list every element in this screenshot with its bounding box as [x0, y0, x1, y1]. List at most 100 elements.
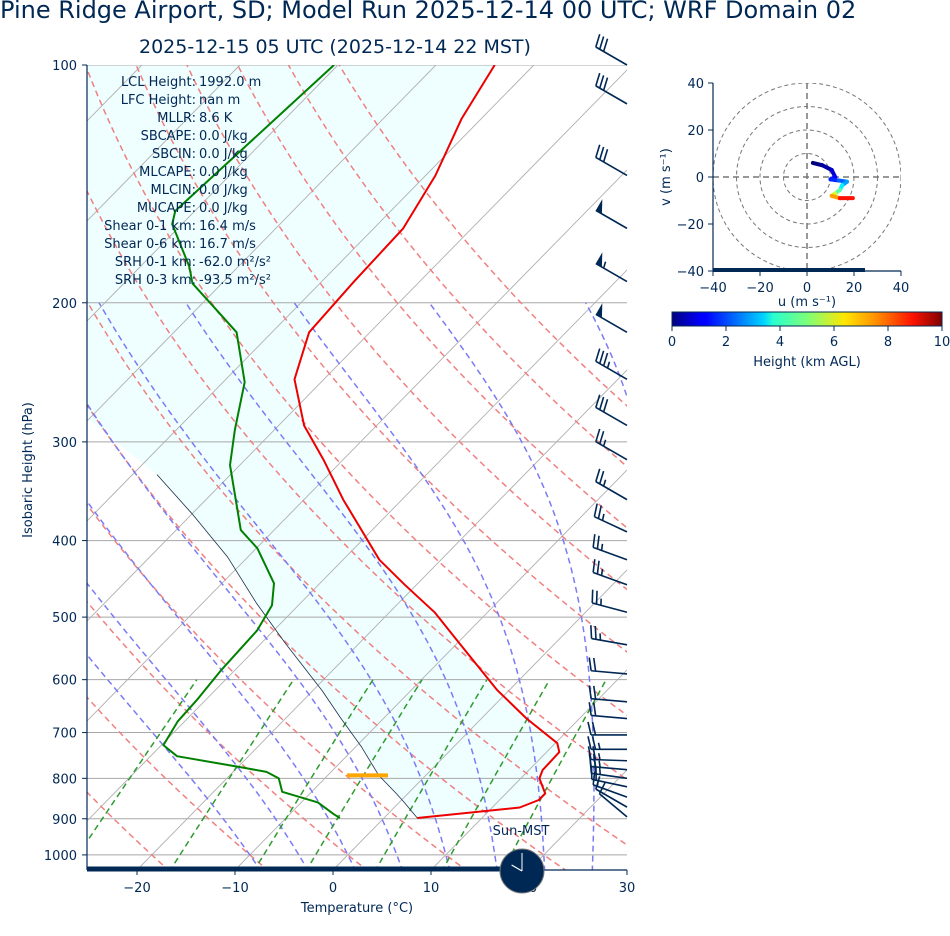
barb-full: [598, 396, 605, 410]
dry-adiabat-line: [87, 503, 468, 870]
hodograph-x-tick-label: −20: [746, 281, 773, 296]
colorbar-label: Height (km AGL): [753, 355, 861, 370]
barb-full: [592, 534, 596, 548]
wind-barb: [592, 534, 628, 561]
barb-full: [592, 559, 596, 573]
isotherm-line: [87, 65, 339, 322]
barb-full: [592, 685, 597, 700]
wind-barb: [595, 303, 628, 334]
barb-staff: [592, 571, 628, 586]
isotherm-line: [87, 65, 437, 422]
moist-adiabat-line: [87, 582, 309, 870]
barb-staff: [595, 406, 628, 427]
dewpoint-line: [162, 65, 341, 819]
barb-full: [592, 657, 597, 672]
barb-staff: [592, 602, 628, 614]
dry-adiabat-line: [87, 696, 269, 870]
wind-barb: [598, 781, 628, 818]
isotherm-line: [87, 65, 535, 522]
barb-flag: [595, 303, 603, 318]
barb-flag: [595, 252, 603, 268]
barb-full: [602, 398, 609, 413]
hodograph-plot: [713, 83, 901, 271]
wind-barb: [595, 72, 628, 105]
wind-barb: [591, 589, 628, 614]
barb-full: [598, 781, 607, 795]
hodograph-y-tick-label: −40: [677, 265, 704, 280]
stat-value: 0.0 J/kg: [199, 129, 248, 144]
dry-adiabat-line: [87, 403, 567, 870]
hodograph-x-label: u (m s⁻¹): [778, 295, 836, 310]
barb-full: [588, 685, 592, 699]
stat-value: 0.0 J/kg: [199, 147, 248, 162]
isotherm-line: [332, 569, 627, 870]
isotherm-line: [87, 65, 241, 222]
dry-adiabat-line: [186, 65, 627, 591]
wind-barb: [595, 252, 628, 283]
stat-label: MLLR:: [157, 111, 196, 126]
barb-full: [602, 352, 609, 367]
hodograph-x-tick-label: 20: [846, 281, 863, 296]
mixing-ratio-line: [441, 679, 551, 870]
barb-half: [597, 742, 601, 750]
dry-adiabat-line: [236, 65, 627, 529]
barb-half: [600, 568, 604, 576]
hodograph-x-tick-label: 0: [803, 281, 811, 296]
barb-full: [598, 36, 605, 50]
dry-adiabat-line: [87, 299, 627, 846]
isotherm-line: [626, 869, 627, 870]
stat-value: nan m: [199, 93, 240, 108]
shaded-region: [87, 65, 560, 818]
barb-full: [598, 75, 605, 89]
chart-subtitle: 2025-12-15 05 UTC (2025-12-14 22 MST): [139, 36, 531, 58]
barb-half: [601, 513, 605, 521]
barb-full: [595, 468, 601, 482]
wind-barb: [587, 721, 627, 736]
barb-full: [598, 350, 605, 364]
barb-full: [595, 144, 601, 158]
moist-adiabat-line: [428, 302, 595, 870]
wind-barb: [595, 428, 628, 461]
barb-full: [598, 146, 605, 160]
stat-value: 0.0 J/kg: [199, 165, 248, 180]
wind-barb: [588, 702, 628, 720]
barb-half: [598, 767, 602, 775]
mixing-ratio-line: [502, 679, 607, 870]
barb-full: [591, 736, 597, 750]
barb-full: [595, 428, 601, 442]
isotherm-line: [725, 65, 950, 870]
y-tick-label: 800: [52, 772, 77, 787]
colorbar-tick-label: 6: [830, 335, 838, 350]
barb-staff: [595, 262, 628, 283]
mixing-ratio-line: [169, 679, 295, 870]
barb-full: [595, 34, 601, 48]
stat-value: 0.0 J/kg: [199, 183, 248, 198]
stat-label: Shear 0-6 km:: [104, 237, 196, 252]
hodograph-x-tick-label: −40: [699, 281, 726, 296]
isotherm-line: [234, 469, 627, 870]
barb-staff: [598, 793, 628, 818]
y-tick-label: 200: [52, 297, 77, 312]
x-tick-label: −20: [123, 881, 150, 896]
colorbar-tick-label: 10: [934, 335, 950, 350]
barb-full: [593, 503, 598, 517]
barb-full: [596, 560, 600, 575]
barb-full: [595, 72, 601, 87]
mixing-ratio-line: [87, 679, 198, 843]
barb-full: [587, 736, 592, 750]
barb-half: [602, 439, 607, 447]
barb-full: [590, 625, 593, 639]
stat-label: LCL Height:: [121, 75, 196, 90]
wind-barb: [588, 685, 628, 703]
barb-half: [598, 760, 601, 768]
barb-staff: [592, 784, 628, 798]
y-tick-label: 500: [52, 611, 77, 626]
isotherm-line: [87, 169, 627, 722]
stat-value: -62.0 m²/s²: [199, 255, 271, 270]
barb-full: [602, 77, 609, 91]
moist-adiabat-line: [185, 302, 498, 870]
height-colorbar: [671, 311, 943, 327]
stat-label: SRH 0-1 km:: [115, 255, 196, 270]
hodograph-y-tick-label: −20: [677, 218, 704, 233]
barb-full: [595, 776, 601, 790]
